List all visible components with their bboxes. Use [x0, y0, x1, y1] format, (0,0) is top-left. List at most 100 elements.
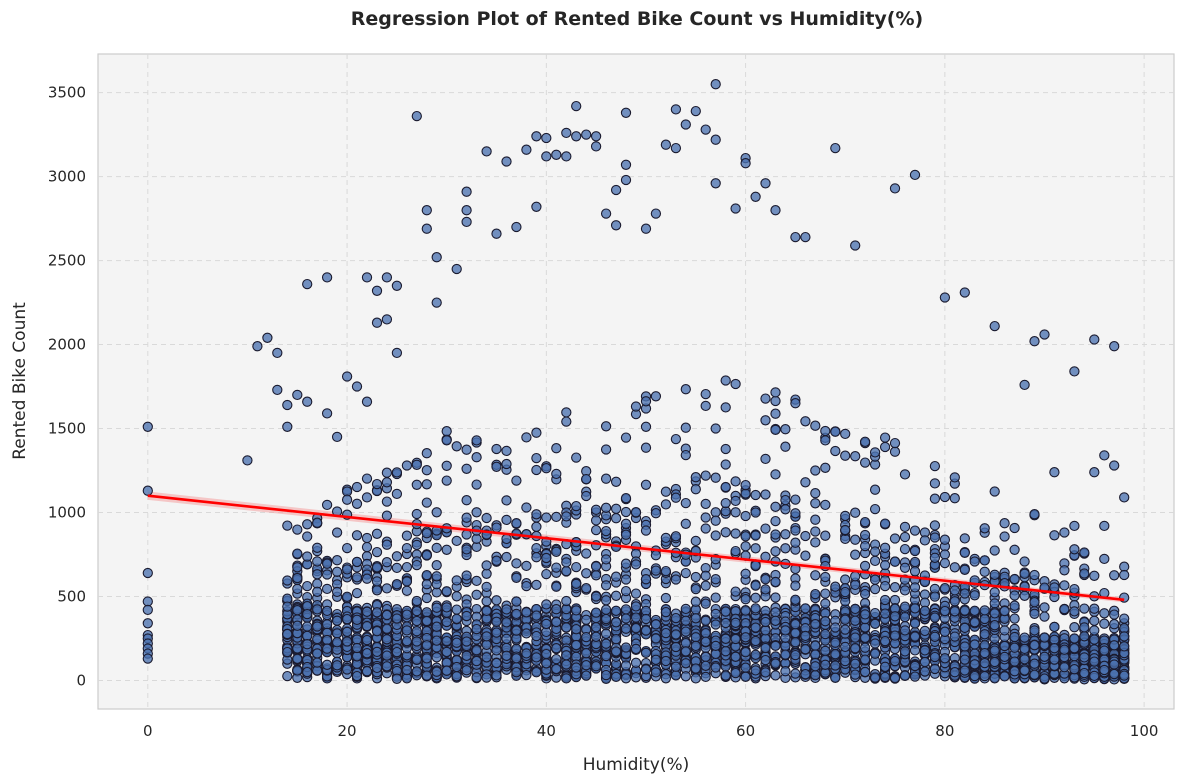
data-point	[292, 620, 303, 631]
data-point	[491, 595, 502, 606]
data-point	[1079, 547, 1090, 558]
data-point	[700, 400, 711, 412]
data-point	[929, 631, 941, 642]
data-point	[620, 558, 632, 569]
data-point	[750, 191, 761, 202]
data-point	[879, 518, 891, 529]
data-point	[830, 581, 841, 592]
data-point	[650, 391, 662, 402]
data-point	[790, 537, 801, 548]
data-point	[800, 669, 811, 680]
data-point	[381, 467, 393, 478]
data-point	[979, 647, 990, 659]
data-point	[899, 543, 911, 555]
data-point	[1119, 670, 1130, 681]
data-point	[411, 110, 422, 122]
data-point	[551, 546, 562, 557]
data-point	[371, 576, 383, 587]
data-point	[650, 565, 662, 576]
data-point	[1009, 666, 1020, 677]
data-point	[551, 616, 562, 628]
data-point	[959, 564, 970, 575]
data-point	[321, 634, 333, 646]
data-point	[401, 542, 413, 554]
data-point	[481, 146, 492, 157]
data-point	[1119, 592, 1130, 603]
data-point	[700, 498, 711, 510]
data-point	[720, 481, 731, 493]
data-point	[1029, 569, 1040, 581]
data-point	[700, 124, 711, 135]
data-point	[262, 332, 273, 343]
data-point	[421, 640, 432, 651]
data-point	[351, 587, 363, 599]
data-point	[431, 252, 442, 263]
data-point	[959, 665, 970, 676]
data-point	[511, 558, 522, 569]
data-point	[730, 545, 741, 557]
data-point	[511, 518, 522, 529]
data-point	[541, 132, 552, 144]
data-point	[760, 616, 771, 628]
data-point	[770, 607, 781, 618]
data-point	[590, 141, 602, 152]
data-point	[670, 104, 682, 115]
data-point	[810, 570, 821, 581]
scatter-points	[142, 79, 1130, 685]
data-point	[441, 586, 452, 597]
data-point	[302, 531, 313, 542]
data-point	[630, 588, 642, 599]
data-point	[1029, 658, 1040, 669]
data-point	[581, 631, 592, 643]
data-point	[929, 478, 941, 489]
data-point	[989, 598, 1000, 609]
data-point	[820, 530, 831, 541]
data-point	[461, 186, 472, 197]
data-point	[820, 659, 831, 670]
data-point	[650, 633, 662, 644]
data-point	[610, 590, 622, 601]
data-point	[850, 603, 861, 615]
data-point	[939, 653, 951, 664]
data-point	[969, 639, 980, 650]
x-tick-labels: 0 20 40 60 80 100	[143, 722, 1158, 740]
x-tick-label: 20	[338, 722, 357, 740]
data-point	[361, 541, 373, 553]
data-point	[521, 560, 532, 572]
data-point	[551, 511, 562, 523]
data-point	[1019, 556, 1030, 567]
data-point	[351, 670, 363, 682]
data-point	[341, 626, 353, 638]
data-point	[491, 645, 502, 656]
data-point	[949, 562, 960, 573]
data-point	[600, 502, 612, 513]
data-point	[989, 620, 1000, 631]
data-point	[541, 599, 552, 610]
data-point	[640, 664, 652, 675]
data-point	[292, 389, 303, 401]
data-point	[720, 497, 731, 509]
data-point	[302, 608, 313, 620]
data-point	[391, 646, 403, 658]
data-point	[1029, 509, 1040, 520]
data-point	[581, 660, 592, 671]
data-point	[620, 492, 632, 504]
data-point	[740, 510, 751, 522]
data-point	[820, 628, 831, 640]
data-point	[561, 673, 572, 684]
data-point	[830, 649, 841, 660]
data-point	[461, 544, 472, 555]
data-point	[810, 649, 821, 660]
data-point	[730, 651, 741, 662]
data-point	[1029, 625, 1040, 636]
data-point	[521, 628, 532, 639]
data-point	[441, 435, 452, 446]
data-point	[381, 609, 393, 621]
data-point	[859, 516, 871, 528]
data-point	[989, 587, 1000, 598]
data-point	[700, 660, 711, 671]
data-point	[491, 228, 502, 239]
data-point	[381, 623, 393, 634]
data-point	[1089, 670, 1100, 682]
data-point	[1099, 645, 1110, 656]
